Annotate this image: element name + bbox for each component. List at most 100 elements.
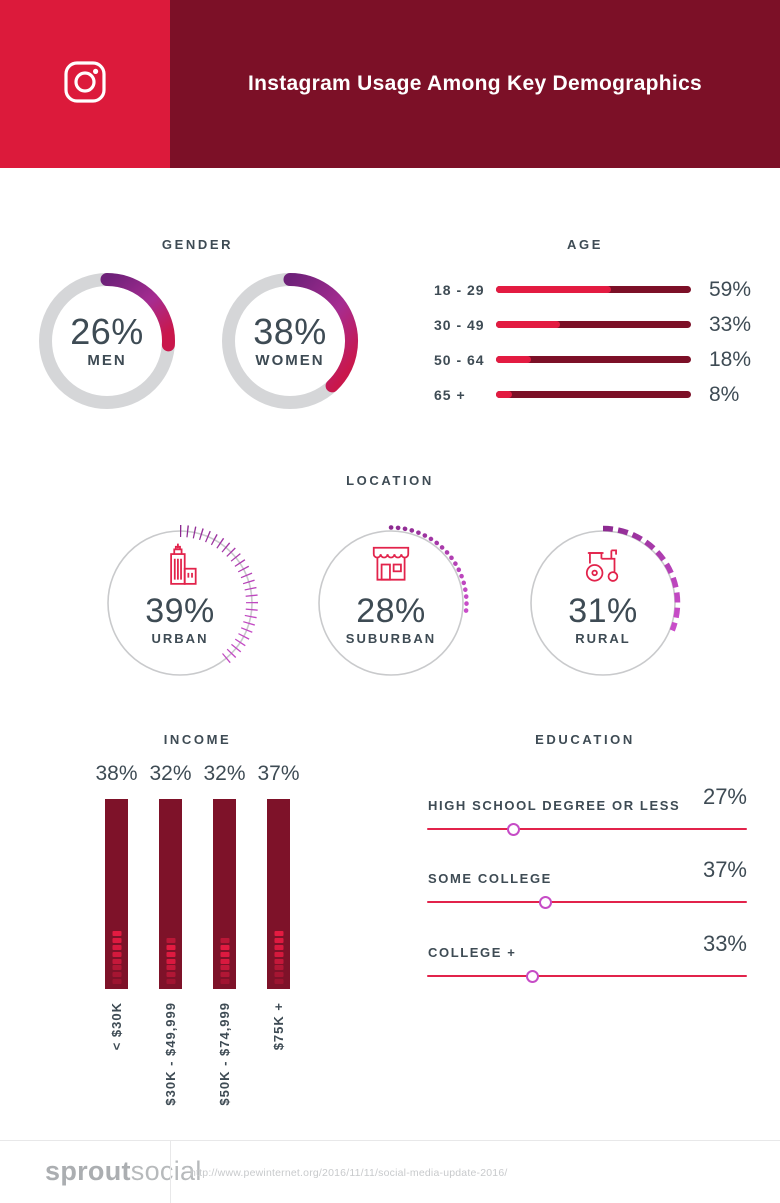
age-bar-track [496, 391, 691, 398]
income-value: 37% [257, 762, 300, 785]
income-bar-leds [166, 936, 175, 984]
donut-ring [222, 273, 358, 409]
income-bar-leds [220, 936, 229, 984]
income-bar [159, 799, 182, 989]
age-row: 50 - 64 18% [434, 342, 770, 377]
slider-track [427, 975, 747, 977]
led-square [112, 958, 121, 964]
income-bar [105, 799, 128, 989]
gender-donut-women: 38% WOMEN [215, 266, 365, 416]
led-square [220, 938, 229, 944]
age-value: 18% [709, 347, 752, 371]
location-ring [530, 525, 681, 676]
education-row: HIGH SCHOOL DEGREE OR LESS 27% [427, 784, 747, 836]
slider-track [427, 828, 747, 830]
location-value: 28% [356, 592, 426, 630]
header: Instagram Usage Among Key Demographics [0, 0, 780, 168]
led-square [112, 938, 121, 944]
tractor-icon [580, 541, 626, 592]
income-category-label: $30K - $49,999 [162, 1002, 178, 1106]
income-bar-leds [112, 930, 121, 984]
age-value: 8% [709, 382, 740, 406]
slider-handle [538, 895, 552, 909]
education-row: SOME COLLEGE 37% [427, 857, 747, 909]
income-category-label: < $30K [108, 1002, 124, 1051]
location-label: URBAN [151, 630, 209, 646]
led-square [112, 945, 121, 951]
location-content: 31% RURAL [518, 518, 688, 688]
led-square [166, 945, 175, 951]
slider-handle [506, 822, 520, 836]
age-label: 18 - 29 [434, 281, 485, 298]
age-bar-track [496, 286, 691, 293]
led-square [112, 972, 121, 978]
led-square [112, 951, 121, 957]
logo-social: social [130, 1156, 202, 1186]
education-value: 27% [702, 784, 747, 809]
location-label: RURAL [575, 630, 631, 646]
education-label: HIGH SCHOOL DEGREE OR LESS [428, 798, 681, 813]
donut-content: 38% WOMEN [215, 266, 365, 416]
location-circle-rural: 31% RURAL [518, 518, 688, 688]
led-square [166, 958, 175, 964]
donut-content: 26% MEN [32, 266, 182, 416]
location-value: 39% [145, 592, 215, 630]
donut-value: 38% [253, 310, 327, 352]
led-square [220, 965, 229, 971]
income-section-title: INCOME [163, 732, 232, 747]
led-square [112, 965, 121, 971]
age-label: 30 - 49 [434, 316, 485, 333]
age-row: 30 - 49 33% [434, 307, 770, 342]
logo-sprout: sprout [45, 1156, 131, 1186]
location-ring [107, 525, 258, 676]
led-square [274, 931, 283, 937]
income-value: 32% [149, 762, 192, 785]
led-square [166, 979, 175, 984]
led-square [220, 972, 229, 978]
age-row: 18 - 29 59% [434, 272, 770, 307]
location-circle-suburban: 28% SUBURBAN [306, 518, 476, 688]
age-value: 33% [709, 312, 752, 336]
led-square [166, 965, 175, 971]
age-bar-fill [496, 391, 512, 398]
led-square [220, 979, 229, 984]
gender-donut-men: 26% MEN [32, 266, 182, 416]
age-value: 59% [709, 277, 752, 301]
age-bar-fill [496, 286, 612, 293]
location-label: SUBURBAN [345, 630, 437, 646]
income-bar [213, 799, 236, 989]
led-square [166, 938, 175, 944]
location-circle-urban: 39% URBAN [95, 518, 265, 688]
education-label: SOME COLLEGE [428, 871, 552, 886]
footer-divider [170, 1141, 171, 1203]
donut-label: WOMEN [255, 352, 325, 370]
donut-label: MEN [87, 352, 127, 370]
led-square [220, 951, 229, 957]
led-square [274, 958, 283, 964]
page-title: Instagram Usage Among Key Demographics [247, 72, 703, 95]
donut-value: 26% [70, 310, 144, 352]
footer: sproutsocial http://www.pewinternet.org/… [0, 1140, 780, 1203]
led-square [274, 965, 283, 971]
gender-section-title: GENDER [161, 237, 234, 252]
education-row: COLLEGE + 33% [427, 931, 747, 983]
slider-track [427, 901, 747, 903]
led-square [274, 951, 283, 957]
location-content: 39% URBAN [95, 518, 265, 688]
income-bar-leds [274, 930, 283, 984]
income-bar [267, 799, 290, 989]
source-url: http://www.pewinternet.org/2016/11/11/so… [190, 1167, 508, 1179]
led-square [166, 972, 175, 978]
location-section-title: LOCATION [346, 473, 434, 488]
led-square [220, 945, 229, 951]
age-row: 65 + 8% [434, 377, 770, 412]
city-buildings-icon [157, 541, 203, 592]
storefront-icon [368, 541, 414, 592]
income-category-label: $75K + [270, 1002, 286, 1051]
income-category-label: $50K - $74,999 [216, 1002, 232, 1106]
age-bar-track [496, 321, 691, 328]
age-section-title: AGE [567, 237, 603, 252]
donut-ring [39, 273, 175, 409]
led-square [274, 972, 283, 978]
